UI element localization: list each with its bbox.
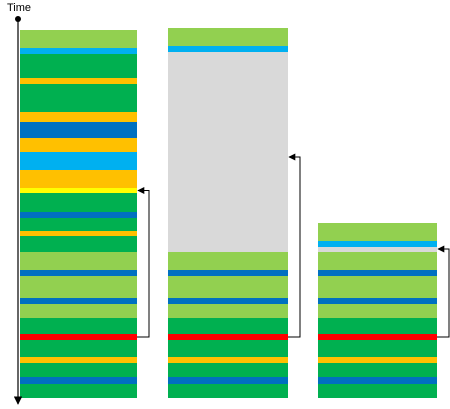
segment-light-green bbox=[168, 276, 288, 298]
segment-yellow bbox=[20, 188, 137, 193]
segment-light-green bbox=[318, 276, 437, 298]
segment-orange bbox=[20, 170, 137, 188]
segment-blue bbox=[20, 122, 137, 138]
segment-green bbox=[168, 340, 288, 357]
segment-gray bbox=[318, 247, 437, 252]
segment-blue bbox=[168, 270, 288, 276]
time-axis bbox=[13, 16, 23, 405]
segment-orange bbox=[168, 357, 288, 363]
segment-light-green bbox=[20, 276, 137, 298]
segment-green bbox=[20, 218, 137, 231]
segment-blue bbox=[20, 298, 137, 304]
segment-green bbox=[20, 363, 137, 377]
segment-light-green bbox=[168, 28, 288, 46]
segment-green bbox=[20, 340, 137, 357]
segment-red bbox=[318, 334, 437, 340]
segment-light-blue bbox=[168, 46, 288, 52]
segment-red bbox=[20, 334, 137, 340]
segment-orange bbox=[20, 138, 137, 152]
segment-blue bbox=[20, 377, 137, 384]
segment-blue bbox=[20, 270, 137, 276]
segment-light-blue bbox=[318, 241, 437, 247]
segment-light-green bbox=[20, 252, 137, 270]
segment-blue bbox=[168, 377, 288, 384]
loop-arrow-1 bbox=[137, 187, 150, 338]
segment-orange bbox=[20, 231, 137, 236]
segment-green bbox=[20, 84, 137, 112]
segment-orange bbox=[20, 112, 137, 122]
segment-light-green bbox=[20, 304, 137, 318]
segment-green bbox=[318, 363, 437, 377]
segment-green bbox=[168, 318, 288, 334]
column-2 bbox=[168, 28, 288, 398]
segment-light-green bbox=[168, 252, 288, 270]
segment-green bbox=[20, 193, 137, 212]
segment-green bbox=[168, 363, 288, 377]
segment-green bbox=[318, 340, 437, 357]
columns-layer bbox=[20, 28, 437, 398]
time-axis-label: Time bbox=[7, 2, 32, 14]
segment-blue bbox=[318, 270, 437, 276]
segment-light-green bbox=[168, 304, 288, 318]
loop-arrow-2 bbox=[288, 153, 301, 338]
segment-red bbox=[168, 334, 288, 340]
segment-green bbox=[318, 384, 437, 398]
segment-green bbox=[20, 318, 137, 334]
segment-green bbox=[168, 384, 288, 398]
loop-arrow-3 bbox=[437, 245, 450, 338]
segment-green bbox=[20, 384, 137, 398]
column-1 bbox=[20, 30, 137, 398]
segment-blue bbox=[318, 298, 437, 304]
time-axis-origin bbox=[15, 16, 21, 22]
segment-blue bbox=[20, 212, 137, 218]
segment-light-blue bbox=[20, 152, 137, 170]
segment-green bbox=[20, 54, 137, 78]
segment-light-green bbox=[20, 30, 137, 48]
segment-light-green bbox=[318, 304, 437, 318]
segment-orange bbox=[20, 78, 137, 84]
segment-light-blue bbox=[20, 48, 137, 54]
segment-orange bbox=[20, 357, 137, 363]
segment-orange bbox=[318, 357, 437, 363]
segment-green bbox=[20, 236, 137, 252]
segment-gray bbox=[168, 52, 288, 252]
segment-light-green bbox=[318, 223, 437, 241]
segment-blue bbox=[318, 377, 437, 384]
arrows-layer bbox=[137, 153, 450, 338]
column-3 bbox=[318, 223, 437, 398]
segment-green bbox=[318, 318, 437, 334]
segment-blue bbox=[168, 298, 288, 304]
segment-light-green bbox=[318, 252, 437, 270]
